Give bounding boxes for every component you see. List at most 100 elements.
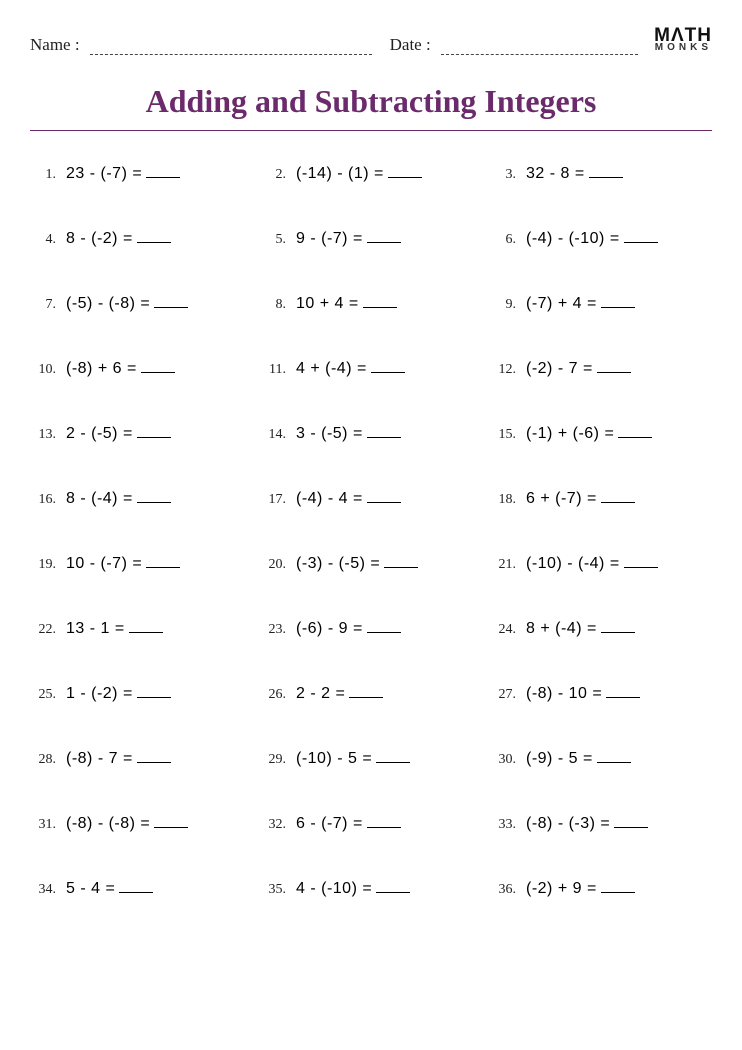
answer-blank[interactable] <box>601 307 635 308</box>
problem: 3. 32 - 8 = <box>492 165 712 183</box>
problem: 36.(-2) + 9 = <box>492 880 712 898</box>
problem-expression: 2 - (-5) = <box>66 425 133 443</box>
problem-number: 17. <box>262 492 286 508</box>
problem: 1.23 - (-7) = <box>32 165 252 183</box>
answer-blank[interactable] <box>614 827 648 828</box>
problem-number: 26. <box>262 687 286 703</box>
problem-number: 21. <box>492 557 516 573</box>
problem-number: 19. <box>32 557 56 573</box>
problem: 14.3 - (-5) = <box>262 425 482 443</box>
answer-blank[interactable] <box>137 697 171 698</box>
problem-expression: 6 - (-7) = <box>296 815 363 833</box>
problem-expression: (-4) - 4 = <box>296 490 363 508</box>
logo-bottom: MONKS <box>654 44 712 53</box>
answer-blank[interactable] <box>367 242 401 243</box>
answer-blank[interactable] <box>363 307 397 308</box>
problem: 11.4 + (-4) = <box>262 360 482 378</box>
problem-number: 5. <box>262 232 286 248</box>
problem-expression: (-2) - 7 = <box>526 360 593 378</box>
answer-blank[interactable] <box>367 502 401 503</box>
answer-blank[interactable] <box>146 177 180 178</box>
answer-blank[interactable] <box>618 437 652 438</box>
answer-blank[interactable] <box>597 762 631 763</box>
answer-blank[interactable] <box>146 567 180 568</box>
answer-blank[interactable] <box>154 307 188 308</box>
problem-expression: (-14) - (1) = <box>296 165 384 183</box>
problem-expression: 10 + 4 = <box>296 295 359 313</box>
answer-blank[interactable] <box>137 242 171 243</box>
problem: 13. 2 - (-5) = <box>32 425 252 443</box>
problem: 33. (-8) - (-3) = <box>492 815 712 833</box>
problem-number: 1. <box>32 167 56 183</box>
answer-blank[interactable] <box>367 437 401 438</box>
problem: 28.(-8) - 7 = <box>32 750 252 768</box>
answer-blank[interactable] <box>141 372 175 373</box>
answer-blank[interactable] <box>129 632 163 633</box>
problem-expression: (-6) - 9 = <box>296 620 363 638</box>
answer-blank[interactable] <box>384 567 418 568</box>
problem-expression: (-8) - 7 = <box>66 750 133 768</box>
problem-number: 18. <box>492 492 516 508</box>
answer-blank[interactable] <box>137 762 171 763</box>
problem: 35.4 - (-10) = <box>262 880 482 898</box>
answer-blank[interactable] <box>137 437 171 438</box>
answer-blank[interactable] <box>154 827 188 828</box>
problem-number: 24. <box>492 622 516 638</box>
problem-number: 36. <box>492 882 516 898</box>
problem: 26.2 - 2 = <box>262 685 482 703</box>
problem-number: 14. <box>262 427 286 443</box>
answer-blank[interactable] <box>371 372 405 373</box>
problem-expression: 6 + (-7) = <box>526 490 597 508</box>
problem-expression: 32 - 8 = <box>526 165 585 183</box>
problem: 15.(-1) + (-6) = <box>492 425 712 443</box>
problem-number: 30. <box>492 752 516 768</box>
problem-expression: (-10) - (-4) = <box>526 555 620 573</box>
name-label: Name : <box>30 35 80 55</box>
problem-number: 32. <box>262 817 286 833</box>
answer-blank[interactable] <box>119 892 153 893</box>
problem: 2.(-14) - (1) = <box>262 165 482 183</box>
problem: 25.1 - (-2) = <box>32 685 252 703</box>
answer-blank[interactable] <box>606 697 640 698</box>
answer-blank[interactable] <box>624 567 658 568</box>
logo: MΛTH MONKS <box>654 28 712 55</box>
problem-expression: 13 - 1 = <box>66 620 125 638</box>
problem: 4.8 - (-2) = <box>32 230 252 248</box>
problem: 21. (-10) - (-4) = <box>492 555 712 573</box>
problem-expression: (-8) - (-3) = <box>526 815 610 833</box>
problem-number: 13. <box>32 427 56 443</box>
answer-blank[interactable] <box>601 892 635 893</box>
name-input-line[interactable] <box>90 41 372 55</box>
answer-blank[interactable] <box>376 762 410 763</box>
problem-expression: (-4) - (-10) = <box>526 230 620 248</box>
problem-number: 22. <box>32 622 56 638</box>
answer-blank[interactable] <box>388 177 422 178</box>
problem: 31.(-8) - (-8) = <box>32 815 252 833</box>
problem: 5.9 - (-7) = <box>262 230 482 248</box>
problem-number: 33. <box>492 817 516 833</box>
problem: 20.(-3) - (-5) = <box>262 555 482 573</box>
answer-blank[interactable] <box>589 177 623 178</box>
problem: 16.8 - (-4) = <box>32 490 252 508</box>
problem: 32. 6 - (-7) = <box>262 815 482 833</box>
problem: 18. 6 + (-7) = <box>492 490 712 508</box>
problem: 7.(-5) - (-8) = <box>32 295 252 313</box>
problem-number: 4. <box>32 232 56 248</box>
problem: 12.(-2) - 7 = <box>492 360 712 378</box>
date-input-line[interactable] <box>441 41 638 55</box>
problem: 19.10 - (-7) = <box>32 555 252 573</box>
problem-number: 29. <box>262 752 286 768</box>
problem-number: 3. <box>492 167 516 183</box>
answer-blank[interactable] <box>376 892 410 893</box>
answer-blank[interactable] <box>137 502 171 503</box>
answer-blank[interactable] <box>624 242 658 243</box>
answer-blank[interactable] <box>367 632 401 633</box>
answer-blank[interactable] <box>601 502 635 503</box>
answer-blank[interactable] <box>601 632 635 633</box>
problem-number: 16. <box>32 492 56 508</box>
answer-blank[interactable] <box>349 697 383 698</box>
problem: 29.(-10) - 5 = <box>262 750 482 768</box>
answer-blank[interactable] <box>597 372 631 373</box>
problem-expression: 1 - (-2) = <box>66 685 133 703</box>
answer-blank[interactable] <box>367 827 401 828</box>
